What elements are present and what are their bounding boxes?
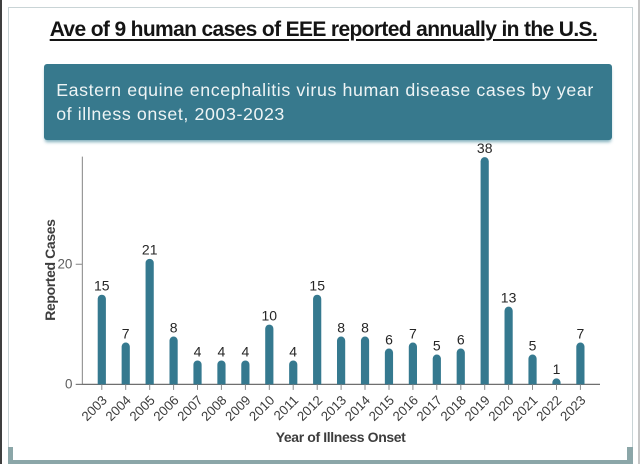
svg-text:7: 7 [122,325,130,341]
svg-text:5: 5 [433,337,441,353]
svg-text:2003: 2003 [79,393,110,424]
svg-text:2022: 2022 [533,393,564,424]
svg-text:2021: 2021 [509,393,540,424]
svg-text:4: 4 [218,343,226,359]
svg-text:2010: 2010 [246,393,277,424]
svg-text:21: 21 [142,242,158,258]
svg-text:2017: 2017 [414,393,445,424]
svg-text:2012: 2012 [294,393,325,424]
svg-text:Reported Cases: Reported Cases [42,219,58,321]
svg-text:8: 8 [170,319,178,335]
svg-text:2018: 2018 [438,393,469,424]
svg-text:0: 0 [65,377,72,392]
svg-text:1: 1 [553,361,561,377]
svg-text:6: 6 [385,331,393,347]
svg-text:2014: 2014 [342,393,373,424]
svg-text:Year of Illness Onset: Year of Illness Onset [276,429,406,445]
svg-text:2005: 2005 [126,393,157,424]
svg-text:7: 7 [577,325,585,341]
svg-text:20: 20 [57,257,72,272]
svg-text:2013: 2013 [318,393,349,424]
svg-text:2011: 2011 [271,393,302,424]
svg-text:2008: 2008 [198,393,229,424]
svg-text:4: 4 [194,343,202,359]
svg-text:8: 8 [361,319,369,335]
svg-text:4: 4 [289,343,297,359]
svg-text:5: 5 [529,337,537,353]
svg-text:7: 7 [409,325,417,341]
svg-text:38: 38 [477,140,493,156]
svg-text:2004: 2004 [102,393,133,424]
svg-text:2019: 2019 [461,393,492,424]
svg-text:15: 15 [94,278,110,294]
svg-text:2020: 2020 [485,393,516,424]
svg-text:2015: 2015 [366,393,397,424]
svg-text:2007: 2007 [174,393,205,424]
svg-text:6: 6 [457,331,465,347]
svg-text:8: 8 [337,319,345,335]
svg-text:2023: 2023 [557,393,588,424]
svg-text:10: 10 [262,307,278,323]
svg-text:2009: 2009 [222,393,253,424]
svg-text:2006: 2006 [150,393,181,424]
svg-text:2016: 2016 [390,393,421,424]
svg-text:4: 4 [242,343,250,359]
svg-text:15: 15 [309,278,325,294]
svg-text:13: 13 [501,290,517,306]
